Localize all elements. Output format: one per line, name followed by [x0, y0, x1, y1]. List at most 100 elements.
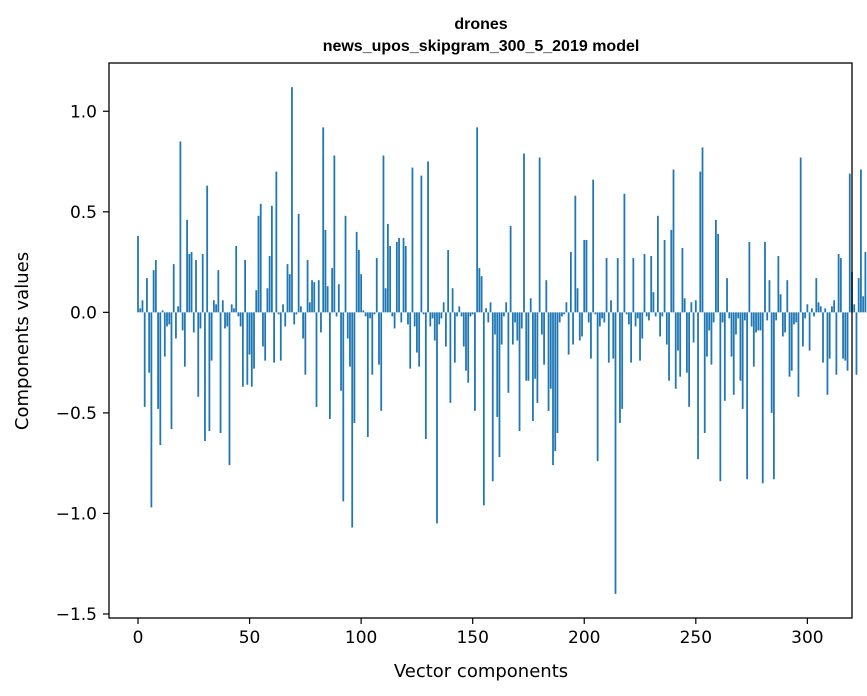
bar: [197, 312, 200, 397]
bar: [159, 312, 162, 446]
bar: [534, 312, 537, 379]
bar: [710, 312, 713, 365]
bar: [507, 312, 510, 393]
bar: [525, 312, 528, 381]
bar: [482, 312, 485, 506]
bar: [788, 312, 791, 377]
bar: [717, 233, 720, 313]
bar: [567, 312, 570, 355]
x-tick-label: 100: [345, 628, 377, 648]
bar: [288, 274, 291, 313]
bar: [364, 312, 367, 317]
bar: [264, 312, 267, 361]
bar: [757, 312, 760, 331]
bar: [746, 312, 749, 480]
bar: [804, 312, 807, 319]
x-axis-label: Vector components: [394, 661, 568, 682]
bar: [181, 312, 184, 331]
bar: [549, 312, 552, 389]
bar: [741, 312, 744, 409]
bar: [195, 260, 197, 313]
bar: [201, 254, 204, 313]
bar: [146, 278, 148, 313]
bar: [329, 312, 331, 419]
bar: [815, 278, 818, 313]
bar: [333, 155, 336, 313]
bar: [342, 312, 345, 502]
bar: [532, 312, 534, 421]
bar: [380, 312, 383, 411]
bar: [183, 312, 186, 367]
bar: [208, 312, 211, 431]
bar: [538, 157, 541, 313]
bar: [692, 312, 695, 343]
bar: [802, 312, 804, 347]
bar: [467, 312, 470, 383]
bar: [744, 312, 746, 321]
bar: [732, 312, 735, 395]
bar: [442, 302, 445, 313]
bar: [817, 302, 820, 313]
bar: [150, 312, 153, 508]
bar: [152, 270, 155, 313]
bar: [857, 278, 860, 313]
bar: [487, 312, 490, 323]
bar: [654, 312, 657, 317]
bar: [752, 312, 755, 367]
bar: [699, 171, 702, 313]
bar: [715, 219, 717, 313]
bar: [491, 312, 494, 482]
y-tick-label: −0.5: [56, 404, 97, 424]
bar: [217, 270, 220, 313]
x-axis-ticks: 0 50 100 150 200 250 300: [133, 618, 824, 648]
bar: [259, 203, 262, 313]
bar: [447, 250, 450, 313]
bar: [703, 312, 706, 433]
bar: [518, 312, 521, 431]
bar: [701, 147, 704, 313]
bar: [139, 308, 142, 313]
bar: [306, 260, 309, 313]
bar: [636, 312, 639, 319]
bar: [485, 308, 487, 313]
bar: [391, 312, 394, 317]
bar: [572, 312, 574, 345]
bar: [632, 258, 635, 313]
bar: [505, 302, 508, 313]
bar: [627, 312, 630, 325]
bar: [766, 312, 769, 321]
bar: [378, 312, 380, 365]
bar: [777, 256, 780, 313]
x-tick-label: 50: [239, 628, 261, 648]
bar: [516, 312, 519, 341]
bar: [581, 312, 583, 337]
bar: [661, 312, 664, 317]
bar: [846, 312, 849, 371]
bar: [605, 258, 608, 313]
bar: [663, 239, 666, 313]
bar: [652, 292, 655, 313]
bar: [311, 280, 313, 313]
bar: [453, 312, 456, 363]
bar: [302, 312, 304, 339]
bar: [511, 312, 514, 345]
bar: [645, 312, 648, 317]
bar: [795, 312, 798, 323]
y-tick-label: 0.0: [70, 303, 97, 323]
bar: [190, 252, 193, 313]
bar: [324, 229, 327, 313]
bar: [257, 215, 260, 313]
bar: [554, 312, 557, 452]
bar: [529, 298, 532, 313]
bar: [313, 282, 316, 313]
bar: [344, 215, 347, 313]
bar: [331, 268, 334, 313]
bar: [768, 280, 771, 313]
bar: [643, 254, 646, 313]
bar: [773, 312, 775, 480]
bar: [228, 312, 231, 466]
bar: [480, 276, 483, 313]
bar: [366, 312, 369, 438]
bar: [175, 312, 177, 339]
